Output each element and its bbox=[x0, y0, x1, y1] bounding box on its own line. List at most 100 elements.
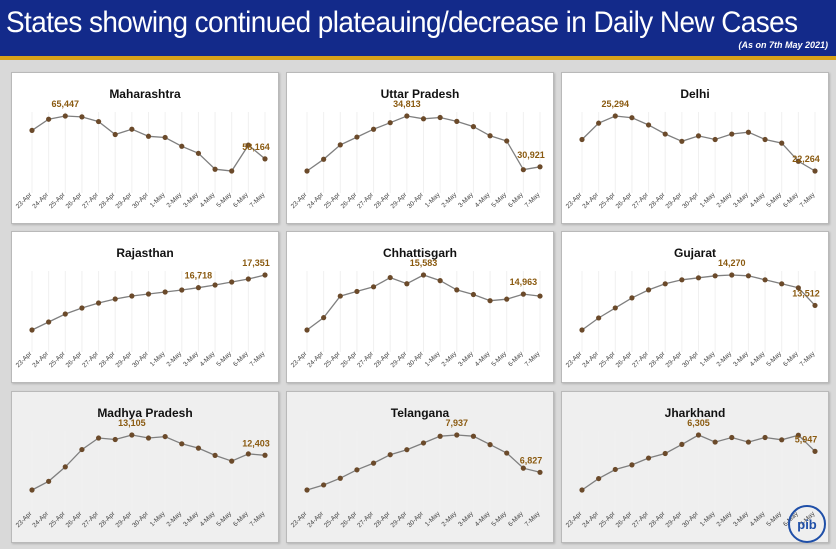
data-point bbox=[629, 462, 635, 468]
data-point bbox=[437, 114, 443, 121]
x-tick-label: 6-May bbox=[232, 350, 250, 368]
data-point bbox=[695, 432, 702, 438]
x-tick-label: 23-Apr bbox=[15, 350, 34, 369]
data-point bbox=[195, 445, 202, 451]
x-tick-label: 23-Apr bbox=[15, 510, 34, 529]
data-point bbox=[245, 142, 251, 148]
data-point bbox=[729, 272, 735, 278]
data-point bbox=[629, 295, 635, 301]
data-label: 13,512 bbox=[792, 288, 820, 298]
x-tick-label: 7-May bbox=[524, 510, 542, 528]
chart-title: Jharkhand bbox=[665, 406, 726, 420]
chart-title: Delhi bbox=[680, 87, 709, 101]
data-point bbox=[745, 273, 752, 279]
data-point bbox=[537, 293, 543, 299]
data-point bbox=[470, 124, 477, 130]
x-tick-label: 3-May bbox=[457, 191, 475, 209]
x-tick-label: 30-Apr bbox=[406, 350, 425, 369]
line-chart: Delhi 25,294 22,264 23-Apr24-Apr25-Apr26-Ap… bbox=[565, 87, 820, 210]
x-tick-label: 28-Apr bbox=[373, 191, 392, 210]
data-point bbox=[129, 293, 135, 299]
x-tick-label: 4-May bbox=[474, 350, 492, 368]
x-tick-label: 5-May bbox=[765, 510, 783, 528]
data-point bbox=[762, 136, 768, 143]
data-point bbox=[470, 433, 477, 439]
x-tick-label: 1-May bbox=[149, 350, 167, 368]
data-point bbox=[162, 134, 168, 141]
x-tick-label: 28-Apr bbox=[98, 191, 117, 210]
x-tick-label: 6-May bbox=[782, 191, 800, 209]
x-tick-label: 24-Apr bbox=[306, 510, 325, 529]
pib-logo-icon: pib bbox=[784, 504, 830, 544]
x-tick-label: 29-Apr bbox=[390, 191, 409, 210]
x-tick-label: 7-May bbox=[524, 350, 542, 368]
data-point bbox=[304, 487, 310, 493]
data-point bbox=[779, 140, 785, 146]
data-point bbox=[679, 441, 685, 447]
data-point bbox=[46, 116, 52, 122]
x-tick-label: 4-May bbox=[199, 350, 217, 368]
data-label: 25,294 bbox=[602, 99, 630, 109]
data-label: 13,105 bbox=[118, 418, 146, 428]
data-point bbox=[612, 113, 618, 119]
data-point bbox=[387, 274, 393, 281]
data-point bbox=[354, 288, 360, 295]
data-point bbox=[520, 465, 526, 471]
data-label: 16,718 bbox=[185, 271, 213, 281]
header-bar: States showing continued plateauing/decr… bbox=[0, 0, 836, 56]
data-point bbox=[645, 455, 652, 461]
data-point bbox=[112, 296, 118, 302]
x-tick-label: 5-May bbox=[215, 510, 233, 528]
data-point bbox=[262, 452, 268, 458]
x-tick-label: 24-Apr bbox=[581, 350, 600, 369]
x-tick-label: 2-May bbox=[440, 510, 458, 528]
x-tick-label: 28-Apr bbox=[373, 350, 392, 369]
data-point bbox=[370, 460, 377, 466]
chart-panel-telangana: Telangana 7,937 6,827 23-Apr 24-Apr 25-Apr 26-… bbox=[286, 391, 554, 543]
chart-panel-maharashtra: Maharashtra 65,447 58,164 23-Apr 24-Apr 25-Ap… bbox=[11, 72, 279, 224]
data-point bbox=[504, 138, 510, 144]
data-point bbox=[145, 291, 152, 297]
data-point bbox=[337, 293, 343, 299]
x-tick-label: 24-Apr bbox=[31, 350, 50, 369]
data-label: 15,583 bbox=[410, 258, 438, 268]
data-point bbox=[596, 120, 602, 126]
chart-title: Rajasthan bbox=[116, 246, 173, 260]
x-tick-label: 1-May bbox=[699, 510, 717, 528]
x-tick-label: 25-Apr bbox=[48, 350, 67, 369]
data-point bbox=[729, 434, 735, 441]
data-point bbox=[662, 281, 668, 287]
x-tick-label: 25-Apr bbox=[598, 350, 617, 369]
x-tick-label: 3-May bbox=[182, 191, 200, 209]
x-tick-label: 1-May bbox=[699, 191, 717, 209]
data-point bbox=[520, 291, 526, 297]
data-point bbox=[504, 296, 510, 302]
data-point bbox=[454, 287, 460, 293]
x-tick-label: 26-Apr bbox=[65, 350, 84, 369]
x-tick-label: 2-May bbox=[165, 510, 183, 528]
x-tick-label: 7-May bbox=[799, 191, 817, 209]
x-tick-label: 4-May bbox=[749, 350, 767, 368]
data-label: 6,305 bbox=[687, 418, 710, 428]
chart-panel-jharkhand: Jharkhand 6,305 5,947 23-Apr 24-Apr 25-Apr 26-… bbox=[561, 391, 829, 543]
data-point bbox=[437, 433, 443, 439]
x-tick-label: 2-May bbox=[165, 350, 183, 368]
data-point bbox=[779, 281, 785, 287]
data-point bbox=[762, 277, 768, 283]
data-point bbox=[245, 276, 251, 282]
data-point bbox=[812, 302, 818, 309]
chart-panel-chhattisgarh: Chhattisgarh 15,583 14,963 23-Apr 24-Apr 25-A… bbox=[286, 231, 554, 383]
x-tick-label: 1-May bbox=[149, 191, 167, 209]
data-point bbox=[262, 156, 268, 162]
data-point bbox=[112, 131, 118, 138]
x-tick-label: 7-May bbox=[249, 350, 267, 368]
x-tick-label: 30-Apr bbox=[681, 510, 700, 529]
data-point bbox=[195, 150, 202, 156]
x-tick-label: 30-Apr bbox=[681, 191, 700, 210]
data-point bbox=[62, 113, 68, 119]
chart-panel-delhi: Delhi 25,294 22,264 23-Apr 24-Apr 25-Apr 26-Ap… bbox=[561, 72, 829, 224]
x-tick-label: 27-Apr bbox=[631, 191, 650, 210]
data-point bbox=[212, 166, 218, 172]
